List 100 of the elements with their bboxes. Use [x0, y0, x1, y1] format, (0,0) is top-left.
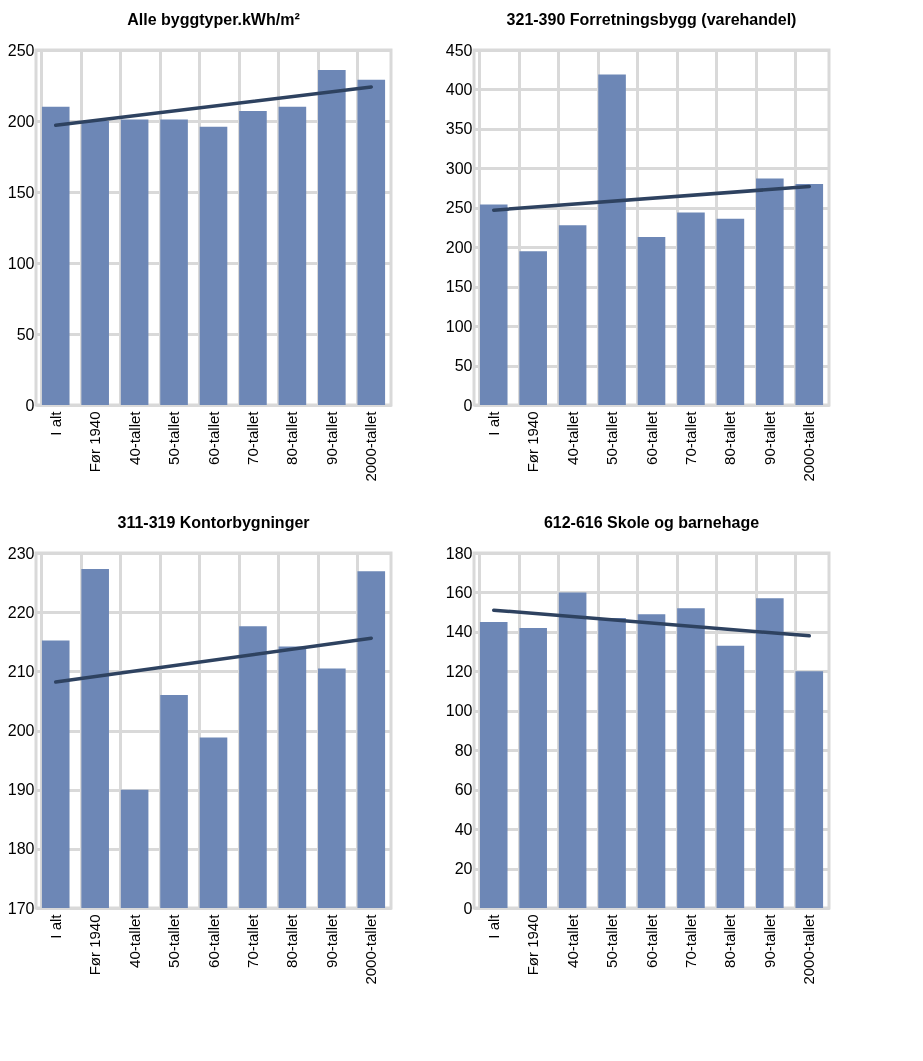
y-tick-label: 100 [445, 702, 473, 720]
y-tick-label: 180 [445, 544, 473, 562]
bar [637, 236, 666, 405]
y-tick-label: 210 [7, 662, 35, 680]
y-tick-label: 160 [445, 583, 473, 601]
x-tick-label: 70-tallet [681, 913, 699, 968]
x-tick-label: Før 1940 [86, 914, 104, 976]
bar [677, 212, 705, 405]
y-tick-label: 250 [445, 199, 473, 217]
x-tick-label: 50-tallet [603, 410, 621, 465]
x-tick-label: 70-tallet [243, 410, 261, 465]
bar [716, 218, 745, 405]
y-tick-label: 0 [463, 899, 473, 917]
y-tick-label: 100 [7, 254, 35, 272]
bar [519, 627, 547, 908]
x-tick-label: Før 1940 [86, 411, 104, 473]
bar [756, 178, 784, 405]
bar [677, 608, 705, 908]
x-tick-label: 40-tallet [125, 410, 143, 465]
y-tick-label: 250 [7, 41, 35, 59]
x-tick-label: 70-tallet [243, 913, 261, 968]
y-tick-label: 50 [454, 357, 473, 375]
bar [278, 106, 307, 405]
y-tick-label: 120 [445, 662, 473, 680]
bar [795, 184, 824, 405]
bar [357, 79, 386, 405]
bar [160, 119, 188, 405]
x-tick-label: 80-tallet [283, 913, 301, 968]
chart-title: 321-390 Forretningsbygg (varehandel) [506, 11, 797, 28]
bar [598, 74, 626, 405]
x-tick-label: 90-tallet [760, 410, 778, 465]
x-tick-label: I alt [484, 410, 502, 436]
x-tick-label: 40-tallet [563, 410, 581, 465]
bar [598, 618, 626, 908]
y-tick-label: 100 [445, 317, 473, 335]
y-tick-label: 0 [25, 396, 35, 414]
x-tick-label: 80-tallet [721, 410, 739, 465]
y-tick-label: 450 [445, 41, 473, 59]
x-tick-label: 40-tallet [125, 913, 143, 968]
bar [318, 69, 346, 405]
x-tick-label: Før 1940 [524, 411, 542, 473]
x-tick-label: 2000-tallet [800, 410, 818, 482]
x-tick-label: 2000-tallet [362, 913, 380, 985]
y-tick-label: 230 [7, 544, 35, 562]
x-tick-label: 2000-tallet [362, 410, 380, 482]
x-tick-label: 70-tallet [681, 410, 699, 465]
y-tick-label: 50 [16, 325, 35, 343]
chart-title: Alle byggtyper.kWh/m² [127, 11, 300, 28]
bar [519, 251, 547, 405]
bar [239, 111, 267, 405]
x-tick-label: 2000-tallet [800, 913, 818, 985]
x-tick-label: 90-tallet [322, 913, 340, 968]
bar [479, 204, 508, 405]
bar [41, 106, 70, 405]
y-tick-label: 140 [445, 623, 473, 641]
x-tick-label: 90-tallet [322, 410, 340, 465]
bar [199, 126, 228, 405]
y-tick-label: 0 [463, 396, 473, 414]
bar [716, 645, 745, 908]
x-tick-label: 50-tallet [165, 410, 183, 465]
x-tick-label: 50-tallet [603, 913, 621, 968]
bar [120, 119, 149, 405]
x-tick-label: 60-tallet [204, 410, 222, 465]
y-tick-label: 190 [7, 781, 35, 799]
y-tick-label: 170 [7, 899, 35, 917]
bar [637, 614, 666, 908]
bar [756, 598, 784, 908]
y-tick-label: 350 [445, 120, 473, 138]
bar [795, 671, 824, 908]
x-tick-label: 50-tallet [165, 913, 183, 968]
y-tick-label: 220 [7, 603, 35, 621]
x-tick-label: 60-tallet [642, 410, 660, 465]
x-tick-label: I alt [46, 913, 64, 939]
y-tick-label: 60 [454, 781, 473, 799]
y-tick-label: 180 [7, 840, 35, 858]
y-tick-label: 80 [454, 741, 473, 759]
bar [558, 225, 587, 405]
chart-title: 311-319 Kontorbygninger [117, 514, 310, 531]
x-tick-label: I alt [46, 410, 64, 436]
x-tick-label: Før 1940 [524, 914, 542, 976]
y-tick-label: 200 [7, 722, 35, 739]
y-tick-label: 400 [445, 80, 473, 98]
y-tick-label: 200 [7, 112, 35, 130]
x-tick-label: I alt [484, 913, 502, 939]
x-tick-label: 90-tallet [760, 913, 778, 968]
x-tick-label: 80-tallet [721, 913, 739, 968]
bar [81, 121, 109, 405]
chart-title: 612-616 Skole og barnehage [543, 514, 760, 531]
y-tick-label: 20 [454, 860, 473, 878]
y-tick-label: 150 [445, 278, 473, 296]
y-tick-label: 40 [454, 820, 473, 838]
x-tick-label: 60-tallet [204, 913, 222, 968]
y-tick-label: 200 [445, 238, 473, 256]
bar [479, 622, 508, 908]
y-tick-label: 150 [7, 183, 35, 201]
x-tick-label: 40-tallet [563, 913, 581, 968]
bar [558, 592, 587, 908]
x-tick-label: 60-tallet [642, 913, 660, 968]
x-tick-label: 80-tallet [283, 410, 301, 465]
y-tick-label: 300 [445, 159, 473, 177]
